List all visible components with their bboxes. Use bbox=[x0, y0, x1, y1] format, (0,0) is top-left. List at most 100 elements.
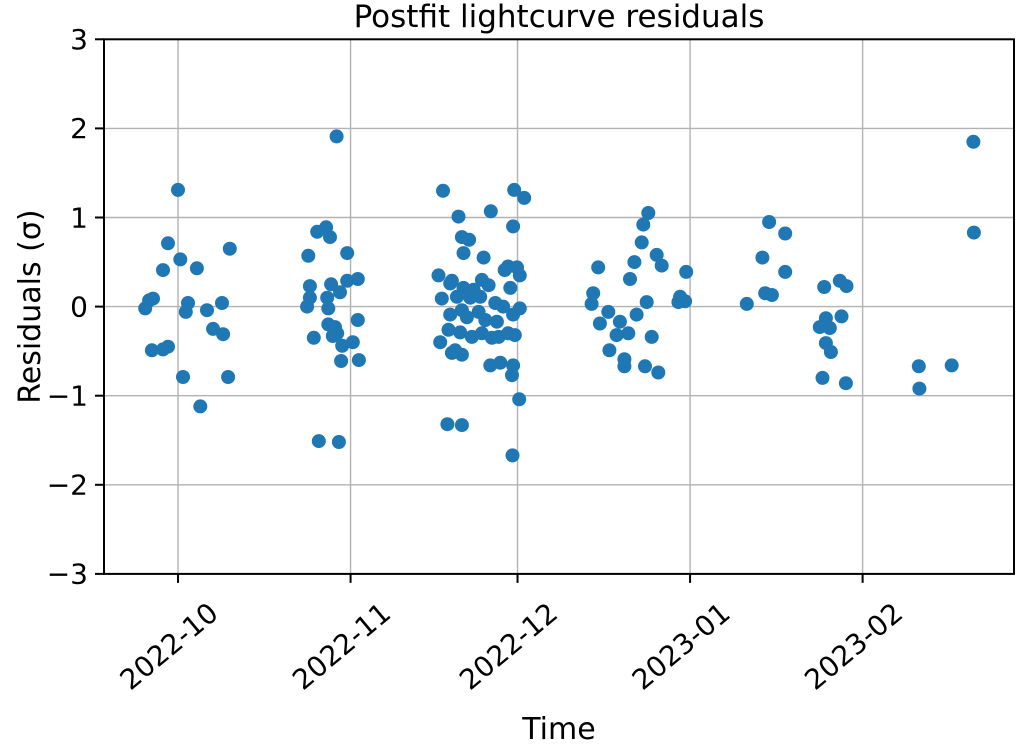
data-point bbox=[823, 345, 838, 359]
x-tick-label: 2023-01 bbox=[626, 596, 737, 696]
data-point bbox=[324, 277, 339, 292]
data-point bbox=[507, 328, 522, 343]
data-point bbox=[966, 134, 981, 149]
data-point bbox=[176, 370, 190, 384]
data-point bbox=[483, 204, 498, 219]
data-point bbox=[161, 236, 175, 251]
data-point bbox=[584, 296, 599, 311]
x-tick-label: 2023-02 bbox=[798, 596, 909, 696]
data-point bbox=[822, 321, 837, 335]
data-point bbox=[216, 327, 231, 342]
data-point bbox=[654, 258, 669, 273]
data-point bbox=[602, 343, 617, 358]
data-point bbox=[434, 291, 449, 306]
data-point bbox=[638, 359, 652, 374]
data-point bbox=[966, 225, 981, 240]
data-point bbox=[454, 418, 469, 433]
data-point bbox=[345, 335, 360, 350]
data-point bbox=[334, 354, 349, 368]
data-point bbox=[440, 417, 455, 432]
data-point bbox=[815, 370, 830, 385]
data-point bbox=[493, 355, 508, 370]
data-point bbox=[351, 353, 366, 368]
data-point bbox=[639, 295, 654, 310]
data-point bbox=[944, 358, 959, 373]
data-point bbox=[306, 330, 321, 345]
data-point bbox=[592, 316, 607, 331]
data-point bbox=[636, 217, 651, 232]
data-point bbox=[144, 343, 159, 358]
data-point bbox=[839, 279, 854, 294]
data-point bbox=[221, 370, 236, 384]
data-point bbox=[497, 263, 512, 278]
data-point bbox=[517, 190, 532, 205]
data-point bbox=[834, 309, 849, 324]
data-point bbox=[505, 448, 520, 463]
data-point bbox=[778, 264, 793, 279]
data-point bbox=[912, 381, 927, 396]
y-tick-label: 3 bbox=[70, 23, 88, 56]
y-tick-label: −3 bbox=[47, 558, 88, 591]
data-point bbox=[755, 250, 770, 265]
data-point bbox=[762, 215, 777, 229]
data-point bbox=[350, 313, 365, 327]
data-point bbox=[812, 320, 827, 335]
y-axis-label: Residuals (σ) bbox=[13, 209, 48, 403]
y-tick-label: 2 bbox=[70, 112, 88, 145]
data-point bbox=[506, 219, 521, 234]
data-point bbox=[612, 314, 627, 329]
data-point bbox=[629, 307, 644, 322]
data-point bbox=[189, 261, 204, 276]
y-tick-label: 0 bbox=[70, 290, 88, 323]
data-point bbox=[621, 326, 636, 341]
data-point bbox=[641, 206, 656, 220]
data-point bbox=[456, 246, 471, 261]
data-point bbox=[591, 260, 606, 275]
data-point bbox=[193, 399, 208, 414]
data-point bbox=[623, 272, 637, 286]
data-point bbox=[496, 299, 511, 314]
data-point bbox=[454, 347, 469, 362]
data-point bbox=[634, 235, 649, 250]
data-point bbox=[161, 339, 175, 354]
data-point bbox=[146, 291, 160, 306]
data-point bbox=[478, 313, 493, 327]
x-tick-label: 2022-10 bbox=[114, 596, 225, 696]
data-point bbox=[156, 263, 170, 278]
data-point bbox=[433, 335, 448, 350]
data-point bbox=[340, 273, 355, 288]
data-point bbox=[462, 232, 477, 247]
data-point bbox=[586, 286, 601, 301]
data-point bbox=[173, 252, 188, 267]
chart-title: Postfit lightcurve residuals bbox=[354, 0, 765, 35]
data-point bbox=[453, 325, 468, 340]
scatter-points bbox=[138, 129, 981, 463]
data-point bbox=[444, 273, 459, 288]
data-point bbox=[838, 376, 853, 391]
data-point bbox=[443, 307, 458, 322]
x-tick-label: 2022-11 bbox=[286, 596, 397, 696]
data-point bbox=[321, 301, 336, 316]
data-point bbox=[333, 285, 347, 300]
data-point bbox=[627, 255, 642, 270]
data-point bbox=[320, 290, 335, 305]
data-point bbox=[331, 435, 346, 449]
data-point bbox=[329, 129, 344, 144]
x-tick-labels: 2022-10 2022-11 2022-12 2023-01 2023-02 bbox=[114, 596, 909, 696]
data-point bbox=[489, 314, 504, 329]
data-point bbox=[441, 322, 456, 337]
x-tick-label: 2022-12 bbox=[453, 596, 564, 696]
data-point bbox=[340, 246, 355, 261]
data-point bbox=[436, 183, 450, 198]
y-tick-label: −2 bbox=[47, 469, 88, 502]
data-point bbox=[300, 299, 315, 314]
data-point bbox=[505, 368, 519, 383]
data-point bbox=[459, 310, 474, 325]
data-point bbox=[512, 268, 527, 283]
axes-spines bbox=[95, 38, 1015, 583]
data-point bbox=[671, 295, 686, 310]
data-point bbox=[739, 296, 754, 311]
data-point bbox=[325, 329, 340, 343]
